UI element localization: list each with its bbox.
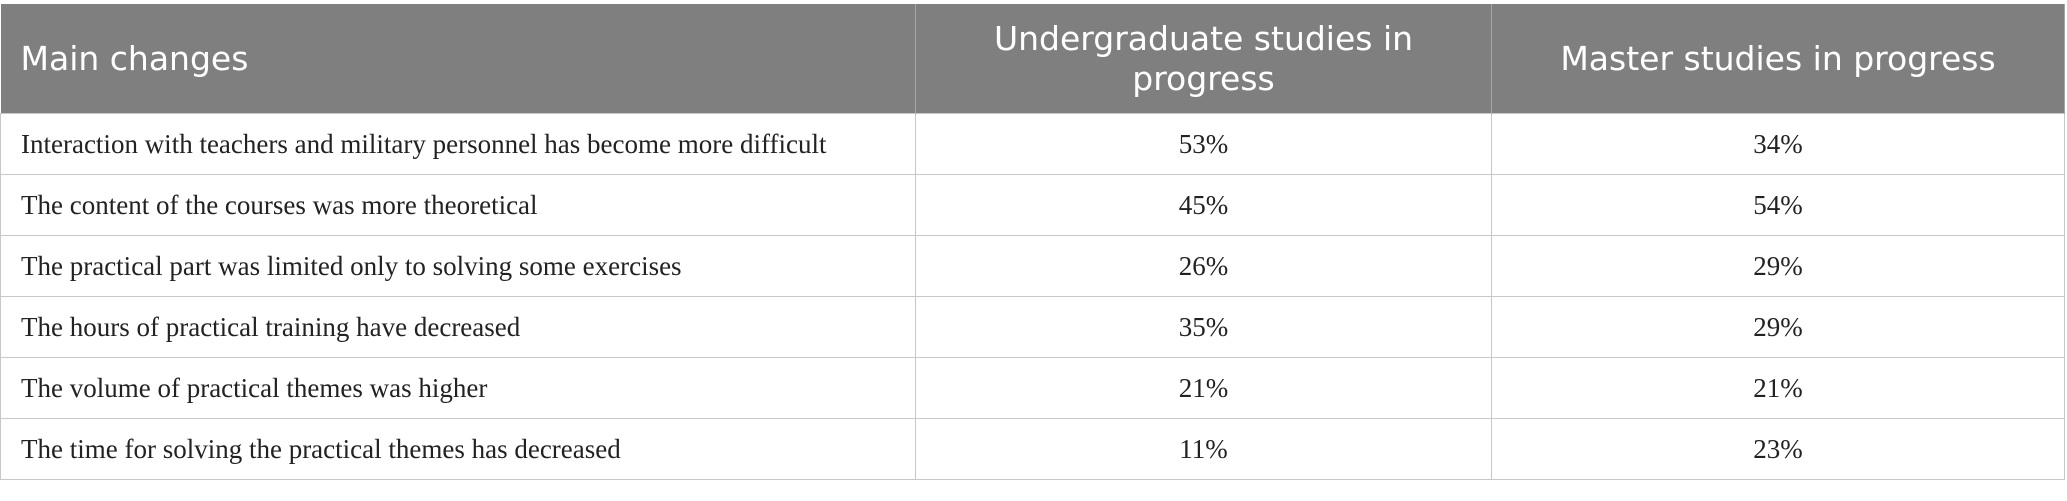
table-row: The content of the courses was more theo… — [0, 174, 2065, 236]
percent-cell: 34% — [1491, 113, 2065, 175]
table-row: The volume of practical themes was highe… — [0, 357, 2065, 419]
header-cell: Main changes — [0, 4, 916, 114]
table-row: The practical part was limited only to s… — [0, 235, 2065, 297]
header-cell: Master studies in progress — [1491, 4, 2065, 114]
percent-cell: 29% — [1491, 296, 2065, 358]
percent-cell: 21% — [1491, 357, 2065, 419]
percent-cell: 26% — [915, 235, 1492, 297]
data-table: Main changes Undergraduate studies in pro… — [0, 4, 2065, 480]
percent-cell: 21% — [915, 357, 1492, 419]
table-row: Interaction with teachers and military p… — [0, 113, 2065, 175]
table-body: Interaction with teachers and military p… — [0, 113, 2065, 480]
percent-cell: 29% — [1491, 235, 2065, 297]
row-label: Interaction with teachers and military p… — [0, 113, 916, 175]
table-row: The hours of practical training have dec… — [0, 296, 2065, 358]
row-label: The content of the courses was more theo… — [0, 174, 916, 236]
row-label: The practical part was limited only to s… — [0, 235, 916, 297]
header-row: Main changes Undergraduate studies in pro… — [0, 4, 2065, 114]
row-label: The time for solving the practical theme… — [0, 418, 916, 480]
row-label: The volume of practical themes was highe… — [0, 357, 916, 419]
percent-cell: 45% — [915, 174, 1492, 236]
row-label: The hours of practical training have dec… — [0, 296, 916, 358]
percent-cell: 53% — [915, 113, 1492, 175]
percent-cell: 35% — [915, 296, 1492, 358]
header-cell: Undergraduate studies in progress — [915, 4, 1492, 114]
percent-cell: 23% — [1491, 418, 2065, 480]
percent-cell: 11% — [915, 418, 1492, 480]
percent-cell: 54% — [1491, 174, 2065, 236]
table-row: The time for solving the practical theme… — [0, 418, 2065, 480]
